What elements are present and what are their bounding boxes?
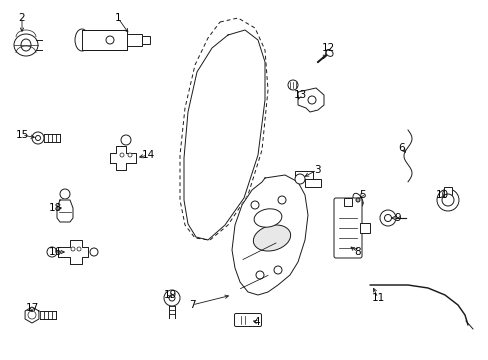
Circle shape xyxy=(120,153,124,157)
Polygon shape xyxy=(297,88,324,112)
Text: 6: 6 xyxy=(398,143,405,153)
Bar xyxy=(142,36,150,44)
Text: 2: 2 xyxy=(19,13,25,23)
Text: 1: 1 xyxy=(115,13,121,23)
Circle shape xyxy=(384,215,391,221)
Text: 13: 13 xyxy=(293,90,306,100)
Text: 10: 10 xyxy=(434,190,447,200)
Circle shape xyxy=(32,132,44,144)
Circle shape xyxy=(60,189,70,199)
Text: 8: 8 xyxy=(354,247,361,257)
Text: 18: 18 xyxy=(48,203,61,213)
Circle shape xyxy=(47,247,57,257)
Bar xyxy=(305,179,320,187)
Text: 16: 16 xyxy=(48,247,61,257)
Bar xyxy=(127,34,142,46)
Circle shape xyxy=(436,189,458,211)
Text: 14: 14 xyxy=(141,150,154,160)
Circle shape xyxy=(287,80,297,90)
Polygon shape xyxy=(25,307,39,323)
Polygon shape xyxy=(110,146,136,170)
Text: 15: 15 xyxy=(15,130,29,140)
Text: 3: 3 xyxy=(313,165,320,175)
Circle shape xyxy=(36,135,41,140)
Polygon shape xyxy=(57,200,73,222)
Circle shape xyxy=(273,266,282,274)
FancyBboxPatch shape xyxy=(234,314,261,327)
Text: 17: 17 xyxy=(25,303,39,313)
Ellipse shape xyxy=(21,39,31,51)
Circle shape xyxy=(163,290,180,306)
Circle shape xyxy=(379,210,395,226)
Text: 5: 5 xyxy=(358,190,365,200)
Bar xyxy=(443,187,451,195)
Text: 12: 12 xyxy=(321,43,334,53)
Text: 9: 9 xyxy=(394,213,401,223)
Ellipse shape xyxy=(253,225,290,251)
Text: 4: 4 xyxy=(253,317,260,327)
Polygon shape xyxy=(231,175,307,295)
Circle shape xyxy=(90,248,98,256)
Bar xyxy=(82,30,127,50)
Bar xyxy=(343,198,351,206)
Ellipse shape xyxy=(254,209,281,227)
Text: 7: 7 xyxy=(188,300,195,310)
Polygon shape xyxy=(58,240,88,264)
Circle shape xyxy=(307,96,315,104)
Circle shape xyxy=(256,271,264,279)
Circle shape xyxy=(294,174,305,184)
Text: 19: 19 xyxy=(163,290,176,300)
Circle shape xyxy=(355,198,359,202)
Circle shape xyxy=(71,247,75,251)
Bar xyxy=(294,171,312,179)
Bar xyxy=(359,223,369,233)
Circle shape xyxy=(250,201,259,209)
Circle shape xyxy=(28,311,36,319)
Text: 11: 11 xyxy=(370,293,384,303)
Circle shape xyxy=(128,153,132,157)
FancyBboxPatch shape xyxy=(333,198,361,258)
Ellipse shape xyxy=(75,29,89,51)
Circle shape xyxy=(121,135,131,145)
Ellipse shape xyxy=(325,49,332,57)
Circle shape xyxy=(169,295,175,301)
Circle shape xyxy=(441,194,453,206)
Circle shape xyxy=(77,247,81,251)
Circle shape xyxy=(106,36,114,44)
Ellipse shape xyxy=(14,34,38,56)
Circle shape xyxy=(278,196,285,204)
